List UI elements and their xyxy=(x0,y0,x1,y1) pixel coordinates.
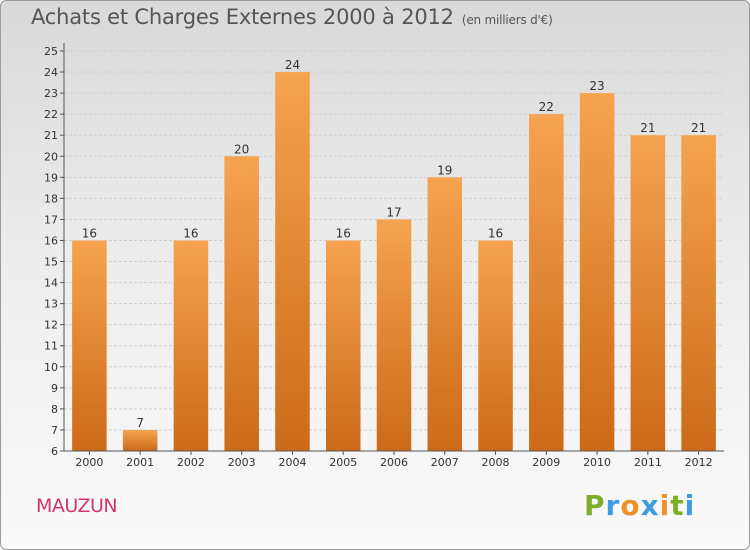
x-tick-label: 2003 xyxy=(228,456,256,469)
x-tick-label: 2001 xyxy=(126,456,154,469)
bar-2001 xyxy=(122,429,158,451)
data-label: 21 xyxy=(691,121,706,135)
data-label: 16 xyxy=(336,226,351,240)
logo-letter: x xyxy=(640,489,660,522)
x-tick-label: 2004 xyxy=(278,456,306,469)
y-tick-label: 7 xyxy=(51,424,58,437)
logo-letter: P xyxy=(584,489,606,522)
data-label: 24 xyxy=(285,58,300,72)
location-label: MAUZUN xyxy=(36,495,118,517)
data-label: 16 xyxy=(183,226,198,240)
x-tick-labels: 2000 2001 2002 2003 2004 2005 2006 2007 2008 2009… xyxy=(75,456,712,469)
logo-letter: i xyxy=(684,489,696,522)
data-label: 16 xyxy=(82,226,97,240)
x-tick-label: 2007 xyxy=(431,456,459,469)
logo-letter: i xyxy=(659,489,671,522)
x-tick-label: 2012 xyxy=(685,456,713,469)
data-label: 22 xyxy=(539,100,554,114)
data-label: 23 xyxy=(589,79,604,93)
y-tick-label: 24 xyxy=(44,66,58,79)
data-label: 16 xyxy=(488,226,503,240)
x-tick-label: 2010 xyxy=(583,456,611,469)
bar-2011 xyxy=(630,135,666,452)
bar-2000 xyxy=(72,240,107,451)
x-tick-label: 2006 xyxy=(380,456,408,469)
y-tick-label: 22 xyxy=(44,108,58,121)
data-label: 19 xyxy=(437,163,452,177)
data-label: 7 xyxy=(136,416,144,430)
x-tick-label: 2009 xyxy=(532,456,560,469)
logo-letter: o xyxy=(620,489,641,522)
y-tick-label: 14 xyxy=(44,277,58,290)
y-tick-label: 15 xyxy=(44,256,58,269)
axes xyxy=(60,43,724,455)
y-tick-label: 21 xyxy=(44,129,58,142)
x-tick-label: 2005 xyxy=(329,456,357,469)
bar-2003 xyxy=(224,156,259,451)
bar-2010 xyxy=(579,93,615,452)
y-tick-label: 13 xyxy=(44,298,58,311)
y-tick-label: 8 xyxy=(51,403,58,416)
y-tick-label: 6 xyxy=(51,445,58,458)
x-tick-label: 2008 xyxy=(482,456,510,469)
logo-letter: r xyxy=(605,489,621,522)
data-label: 17 xyxy=(386,205,401,219)
bar-2007 xyxy=(427,177,463,451)
y-tick-label: 10 xyxy=(44,361,58,374)
y-tick-label: 17 xyxy=(44,213,58,226)
y-tick-label: 16 xyxy=(44,234,58,247)
data-labels: 16 7 16 20 24 16 17 19 16 22 23 21 21 xyxy=(82,58,707,430)
chart-title: Achats et Charges Externes 2000 à 2012 (e… xyxy=(31,5,553,29)
x-tick-label: 2011 xyxy=(634,456,662,469)
bar-2006 xyxy=(376,219,412,451)
y-tick-label: 19 xyxy=(44,171,58,184)
chart-title-text: Achats et Charges Externes 2000 à 2012 xyxy=(31,5,454,29)
x-tick-label: 2002 xyxy=(177,456,205,469)
chart-subtitle: (en milliers d'€) xyxy=(461,13,553,27)
logo-letter: t xyxy=(670,489,685,522)
bar-2004 xyxy=(275,72,310,451)
y-tick-label: 20 xyxy=(44,150,58,163)
y-tick-label: 9 xyxy=(51,382,58,395)
bars xyxy=(72,72,716,452)
y-tick-label: 25 xyxy=(44,45,58,58)
data-label: 20 xyxy=(234,142,249,156)
x-tick-label: 2000 xyxy=(75,456,103,469)
y-tick-label: 18 xyxy=(44,192,58,205)
proxiti-logo[interactable]: Proxiti xyxy=(584,489,695,522)
bar-2005 xyxy=(325,240,361,451)
bar-2002 xyxy=(173,240,209,451)
data-label: 21 xyxy=(640,121,655,135)
y-tick-label: 11 xyxy=(44,340,58,353)
bar-2008 xyxy=(478,240,513,451)
y-tick-label: 12 xyxy=(44,319,58,332)
bar-2012 xyxy=(681,135,716,452)
y-tick-labels: 6 7 8 9 10 11 12 13 14 15 16 17 18 19 20 21 22 23 24 25 xyxy=(44,45,58,458)
bar-2009 xyxy=(529,114,564,451)
y-tick-label: 23 xyxy=(44,87,58,100)
